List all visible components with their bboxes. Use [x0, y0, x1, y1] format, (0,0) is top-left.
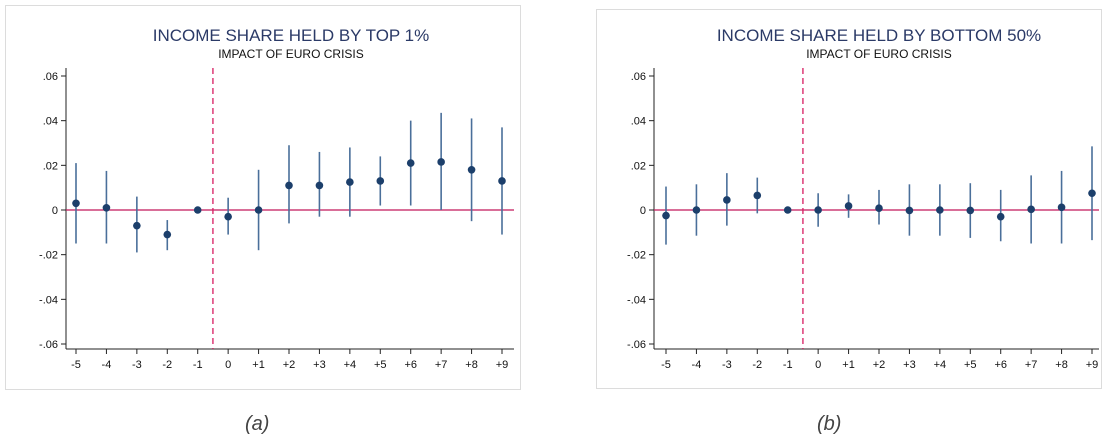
x-tick-label: +4: [344, 359, 357, 371]
x-tick-label: +1: [252, 359, 265, 371]
point-estimate: [133, 221, 141, 230]
point-estimate: [662, 211, 670, 220]
x-tick-label: -1: [193, 359, 203, 371]
point-estimate: [437, 158, 445, 166]
x-tick-label: +6: [404, 359, 417, 371]
x-tick-label: +1: [842, 359, 855, 371]
point-estimate: [844, 202, 853, 210]
point-estimate: [996, 212, 1005, 221]
x-tick-label: +6: [994, 359, 1007, 371]
y-tick-label: .04: [631, 116, 646, 128]
x-tick-label: +5: [374, 359, 387, 371]
figure-caption-b: (b): [817, 413, 842, 435]
chart-subtitle: IMPACT OF EURO CRISIS: [806, 47, 952, 61]
y-tick-label: .06: [43, 71, 58, 83]
point-estimate: [72, 199, 80, 208]
x-tick-label: +3: [903, 359, 916, 371]
point-estimate: [936, 206, 944, 214]
point-estimate: [905, 206, 914, 215]
x-tick-label: -2: [162, 359, 172, 371]
chart-title: INCOME SHARE HELD BY TOP 1%: [153, 26, 430, 45]
y-tick-label: -.06: [627, 339, 646, 351]
point-estimate: [1088, 189, 1096, 198]
y-tick-label: 0: [640, 205, 646, 217]
point-estimate: [783, 206, 792, 214]
x-tick-label: 0: [815, 359, 821, 371]
x-tick-label: -4: [692, 359, 702, 371]
point-estimate: [692, 206, 701, 214]
y-tick-label: .02: [631, 160, 646, 172]
x-tick-label: +8: [1055, 359, 1068, 371]
y-tick-label: .04: [43, 116, 58, 128]
y-tick-label: -.04: [627, 294, 646, 306]
point-estimate: [376, 177, 385, 185]
chart-panel-bottom50: INCOME SHARE HELD BY BOTTOM 50% IMPACT O…: [596, 9, 1102, 389]
chart-title: INCOME SHARE HELD BY BOTTOM 50%: [717, 26, 1041, 45]
chart-bottom50-svg: INCOME SHARE HELD BY BOTTOM 50% IMPACT O…: [627, 26, 1099, 371]
point-estimate: [814, 206, 822, 214]
y-tick-label: -.04: [39, 294, 58, 306]
x-tick-label: -5: [71, 359, 81, 371]
x-tick-label: +9: [496, 359, 509, 371]
y-tick-label: -.02: [627, 250, 646, 262]
figure-caption-a: (a): [245, 413, 270, 435]
y-tick-label: -.02: [39, 250, 58, 262]
y-tick-label: 0: [52, 205, 58, 217]
y-tick-label: .02: [43, 160, 58, 172]
x-tick-label: +3: [313, 359, 326, 371]
y-tick-label: .06: [631, 71, 646, 83]
point-estimate: [498, 177, 506, 185]
chart-panel-top1: INCOME SHARE HELD BY TOP 1% IMPACT OF EU…: [5, 5, 521, 390]
x-tick-label: +7: [435, 359, 448, 371]
x-tick-label: +8: [465, 359, 478, 371]
point-estimate: [315, 181, 324, 190]
point-estimate: [467, 166, 476, 174]
x-tick-label: +2: [283, 359, 296, 371]
point-estimate: [966, 206, 975, 215]
point-estimate: [285, 181, 293, 190]
chart-top1-svg: INCOME SHARE HELD BY TOP 1% IMPACT OF EU…: [39, 26, 514, 371]
x-tick-label: +9: [1086, 359, 1099, 371]
point-estimate: [723, 196, 731, 204]
x-tick-label: -3: [722, 359, 732, 371]
x-tick-label: -3: [132, 359, 142, 371]
point-estimate: [406, 159, 415, 167]
point-estimate: [753, 191, 762, 200]
x-tick-label: -4: [102, 359, 112, 371]
x-tick-label: +5: [964, 359, 977, 371]
chart-subtitle: IMPACT OF EURO CRISIS: [218, 47, 364, 61]
point-estimate: [1027, 205, 1035, 214]
x-tick-label: +7: [1025, 359, 1038, 371]
x-tick-label: +4: [934, 359, 947, 371]
point-estimate: [224, 212, 232, 221]
x-tick-label: +2: [873, 359, 886, 371]
x-tick-label: -2: [752, 359, 762, 371]
point-estimate: [1057, 203, 1066, 212]
point-estimate: [102, 203, 111, 212]
x-tick-label: 0: [225, 359, 231, 371]
point-estimate: [254, 206, 263, 214]
point-estimate: [193, 206, 202, 214]
point-estimate: [346, 178, 354, 186]
x-tick-label: -1: [783, 359, 793, 371]
y-tick-label: -.06: [39, 339, 58, 351]
x-tick-label: -5: [661, 359, 671, 371]
point-estimate: [875, 204, 883, 213]
point-estimate: [163, 230, 172, 239]
